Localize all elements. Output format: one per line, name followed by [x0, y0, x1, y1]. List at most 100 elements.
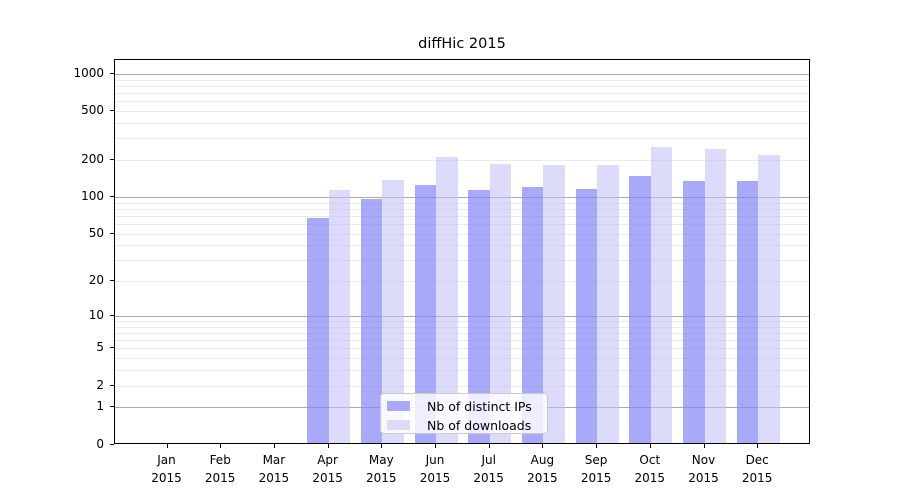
grid-line-minor	[115, 281, 809, 283]
x-tick-mark	[488, 444, 490, 448]
x-tick-year: 2015	[741, 471, 773, 485]
x-tick-label: Dec 2015	[725, 451, 789, 487]
x-tick-month: Mar	[262, 453, 286, 467]
grid-line-minor	[115, 340, 809, 342]
bar-downloads	[758, 155, 780, 443]
bar-ips	[307, 218, 329, 443]
x-tick-year: 2015	[527, 471, 558, 485]
x-tick-month: May	[368, 453, 394, 467]
x-tick-label: Jun 2015	[403, 451, 467, 487]
bar-ips	[468, 189, 490, 443]
bar-downloads	[597, 165, 619, 443]
x-tick-year: 2015	[634, 471, 666, 485]
x-tick-mark	[596, 444, 598, 448]
x-tick-mark	[542, 444, 544, 448]
x-tick-label: Aug 2015	[510, 451, 574, 487]
x-tick-year: 2015	[419, 471, 451, 485]
x-tick-month: Dec	[745, 453, 769, 467]
y-tick-label: 20	[88, 273, 104, 288]
y-tick-mark	[110, 72, 114, 74]
y-tick-mark	[110, 159, 114, 161]
y-tick-mark	[110, 406, 114, 408]
grid-line-minor	[115, 385, 809, 387]
legend-label: Nb of distinct IPs	[427, 398, 532, 414]
grid-line-minor	[115, 101, 809, 103]
x-tick-mark	[273, 444, 275, 448]
legend-swatch-ips	[387, 401, 410, 411]
grid-line-minor	[115, 333, 809, 334]
bar-downloads	[382, 179, 404, 443]
y-tick-mark	[110, 196, 114, 197]
bar-downloads	[650, 147, 673, 443]
bar-ips	[629, 175, 651, 443]
legend-item: Nb of distinct IPs	[387, 398, 547, 414]
bar-downloads	[489, 163, 512, 443]
grid-line-minor	[115, 215, 809, 217]
y-tick-label: 0	[96, 436, 104, 451]
x-tick-month: Apr	[317, 453, 338, 467]
y-tick-mark	[110, 347, 114, 349]
x-tick-mark	[381, 444, 383, 448]
grid-line-minor	[115, 370, 809, 372]
y-tick-label: 50	[88, 225, 104, 240]
x-tick-year: 2015	[204, 471, 236, 485]
grid-line-minor	[115, 233, 809, 235]
y-tick-mark	[110, 232, 114, 234]
bar-ips	[683, 181, 705, 443]
x-tick-mark	[649, 444, 651, 448]
grid-line-major	[115, 73, 809, 75]
grid-line-minor	[115, 123, 809, 124]
y-tick-label: 500	[81, 103, 104, 118]
x-tick-mark	[703, 444, 705, 448]
bar-downloads	[543, 165, 565, 443]
x-tick-year: 2015	[151, 471, 182, 485]
bar-downloads	[328, 189, 351, 443]
grid-line-minor	[115, 202, 809, 204]
x-tick-label: May 2015	[349, 451, 413, 487]
x-tick-label: Sep 2015	[564, 451, 628, 487]
x-tick-month: Feb	[209, 453, 231, 467]
grid-line-minor	[115, 93, 809, 95]
x-tick-mark	[220, 444, 222, 448]
x-tick-month: Sep	[584, 453, 608, 467]
y-tick-mark	[110, 314, 114, 316]
y-tick-label: 5	[96, 340, 104, 355]
x-tick-label: Mar 2015	[242, 451, 306, 487]
grid-line-minor	[115, 326, 809, 328]
x-tick-mark	[435, 444, 436, 448]
grid-line-minor	[115, 245, 809, 247]
bar-ips	[736, 181, 759, 443]
grid-line-minor	[115, 358, 809, 360]
x-tick-month: Oct	[639, 453, 661, 467]
grid-line-minor	[115, 160, 809, 162]
chart-title: diffHic 2015	[418, 36, 506, 52]
grid-line-minor	[115, 85, 809, 87]
x-tick-year: 2015	[258, 471, 290, 485]
x-tick-year: 2015	[473, 471, 504, 485]
bar-ips	[414, 184, 436, 443]
grid-line-minor	[115, 138, 809, 140]
bar-ips	[360, 199, 383, 443]
bar-ips	[575, 189, 598, 443]
grid-line-minor	[115, 348, 809, 350]
x-tick-month: Nov	[691, 453, 716, 467]
bar-downloads	[436, 156, 458, 443]
x-tick-label: Jul 2015	[457, 451, 521, 487]
grid-line-minor	[115, 79, 809, 81]
grid-line-minor	[115, 321, 809, 322]
x-tick-label: Feb 2015	[188, 451, 252, 487]
x-tick-label: Oct 2015	[618, 451, 682, 487]
y-tick-label: 1	[96, 399, 104, 414]
x-tick-month: Jan	[157, 453, 176, 467]
bar-downloads	[704, 148, 726, 443]
legend: Nb of distinct IPs Nb of downloads	[380, 393, 548, 434]
y-tick-label: 10	[88, 307, 104, 322]
x-tick-label: Apr 2015	[296, 451, 360, 487]
x-tick-year: 2015	[366, 471, 397, 485]
y-tick-label: 1000	[73, 65, 104, 80]
grid-line-major	[115, 315, 809, 317]
bar-ips	[521, 187, 544, 443]
x-tick-mark	[327, 444, 329, 448]
x-tick-month: Aug	[530, 453, 555, 467]
